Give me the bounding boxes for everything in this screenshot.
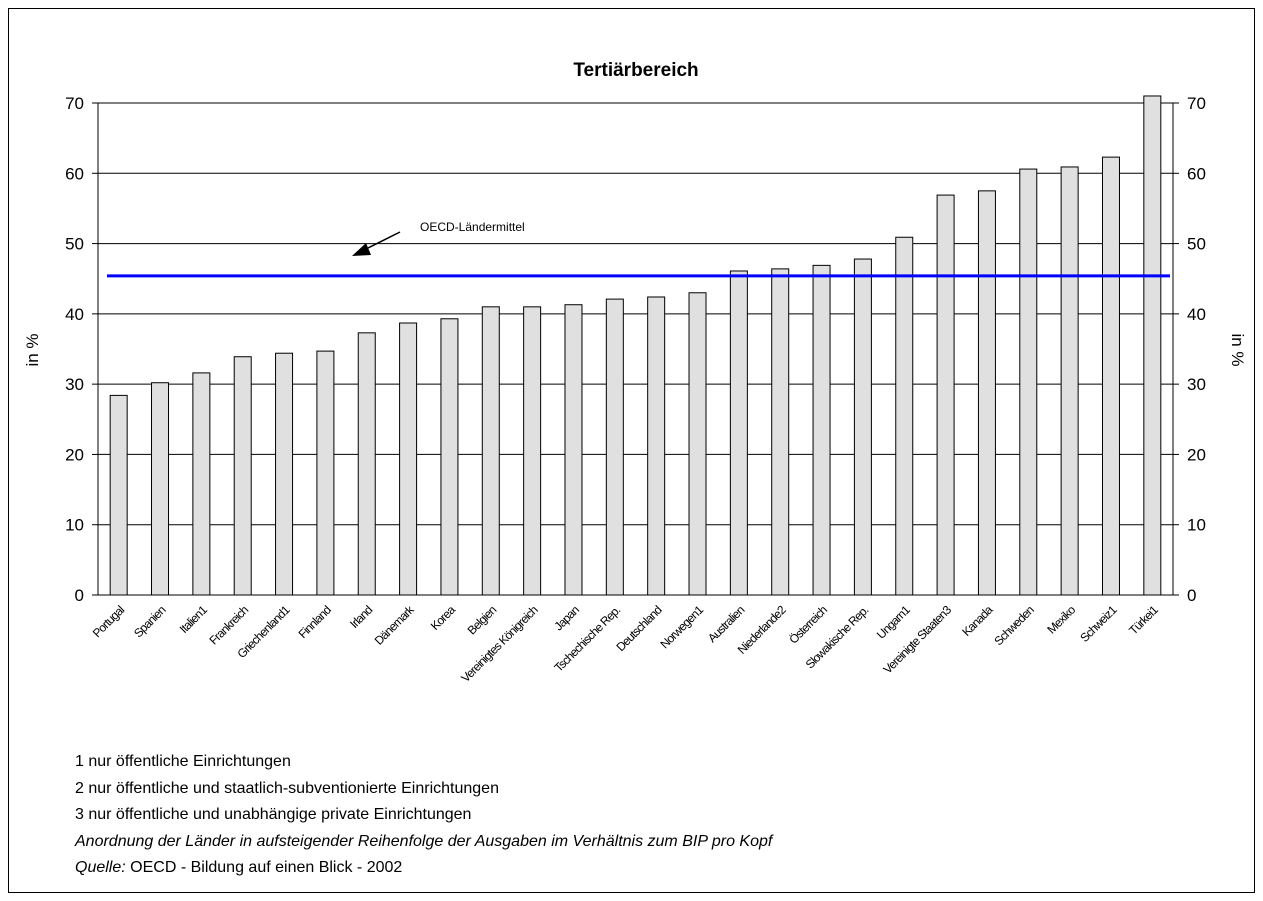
y2-tick-label: 0 (1187, 586, 1196, 605)
annotation-arrow (361, 231, 401, 252)
y-tick-label: 30 (65, 375, 84, 394)
note: 1 nur öffentliche Einrichtungen (75, 753, 291, 770)
y2-axis-label: in % (1228, 333, 1247, 366)
bar (1101, 156, 1120, 596)
bar (233, 356, 252, 596)
bar (895, 236, 914, 596)
bar (729, 270, 748, 596)
y-axis-label: in % (23, 333, 42, 366)
bar (275, 352, 294, 596)
reference-line-label: OECD-Ländermittel (420, 220, 525, 234)
y2-tick-label: 30 (1187, 375, 1206, 394)
y2-tick-label: 40 (1187, 305, 1206, 324)
bar (316, 350, 335, 596)
note: 3 nur öffentliche und unabhängige privat… (75, 806, 471, 823)
note: Anordnung der Länder in aufsteigender Re… (74, 833, 774, 850)
y-tick-label: 10 (65, 516, 84, 535)
bar (481, 306, 500, 596)
bar (605, 298, 624, 596)
y-tick-label: 60 (65, 164, 84, 183)
note: 2 nur öffentliche und staatlich-subventi… (75, 780, 499, 797)
y2-tick-label: 70 (1187, 94, 1206, 113)
bar (977, 190, 996, 596)
annotation-arrowhead (352, 243, 371, 256)
y-tick-label: 40 (65, 305, 84, 324)
source-text: OECD - Bildung auf einen Blick - 2002 (130, 859, 402, 876)
bar (936, 194, 955, 596)
y-tick-label: 50 (65, 235, 84, 254)
y-tick-label: 0 (75, 586, 84, 605)
y-tick-label: 20 (65, 445, 84, 464)
chart-title: Tertiärbereich (573, 60, 698, 81)
bar (771, 268, 790, 596)
bar (399, 322, 418, 596)
y2-tick-label: 50 (1187, 235, 1206, 254)
bar (564, 304, 583, 596)
bar (812, 264, 831, 596)
y2-tick-label: 20 (1187, 445, 1206, 464)
chart-border (8, 8, 1255, 893)
bar (1143, 95, 1162, 596)
bar (647, 296, 666, 596)
bar (357, 332, 376, 596)
bar (109, 394, 128, 596)
bar (853, 258, 872, 596)
y2-tick-label: 60 (1187, 164, 1206, 183)
bar (440, 318, 459, 596)
bar (1019, 168, 1038, 596)
bar (688, 292, 707, 596)
bar (192, 372, 211, 596)
source: Quelle: OECD - Bildung auf einen Blick -… (75, 859, 402, 876)
bar (523, 306, 542, 596)
y-tick-label: 70 (65, 94, 84, 113)
bar (1060, 166, 1079, 596)
y2-tick-label: 10 (1187, 516, 1206, 535)
source-label: Quelle: (75, 859, 126, 876)
bar (151, 382, 170, 596)
